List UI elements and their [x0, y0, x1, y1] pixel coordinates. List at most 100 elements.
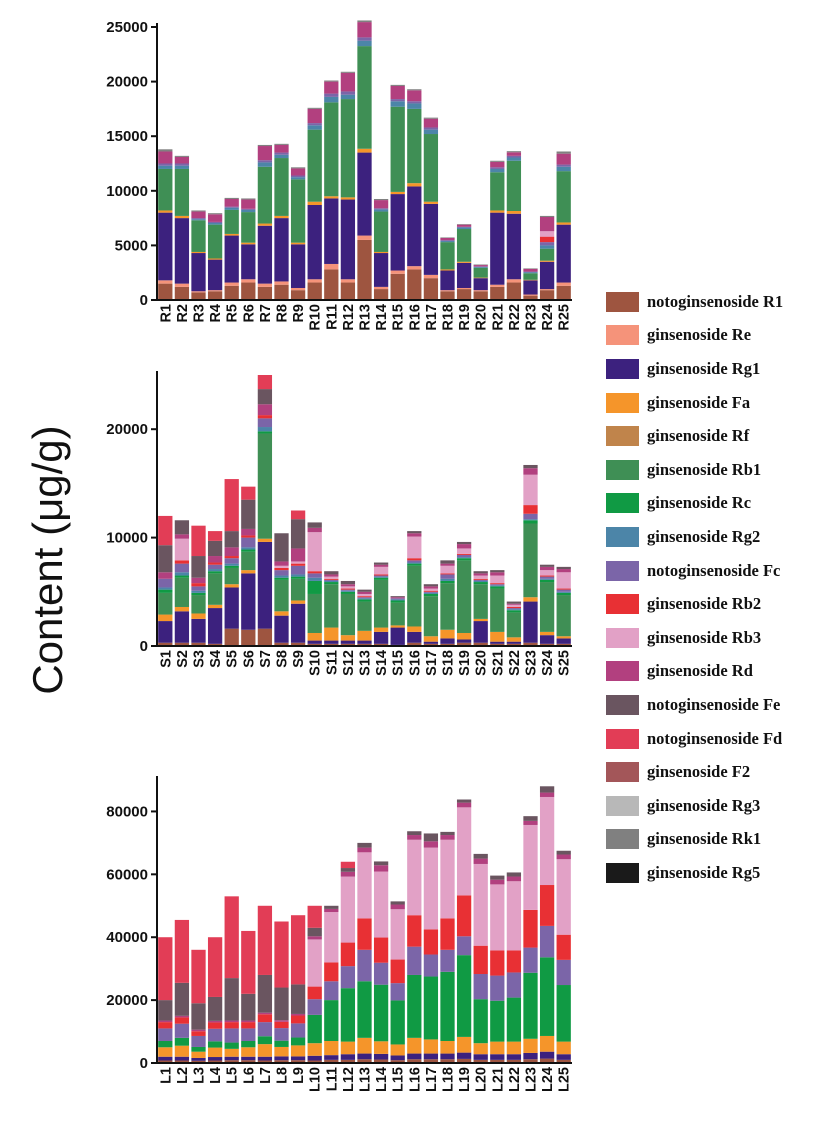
bar-segment	[224, 235, 239, 283]
bar-segment	[340, 1041, 356, 1055]
legend-item: ginsenoside Re	[606, 319, 829, 353]
y-tick-label: 0	[140, 292, 148, 309]
bar-segment	[473, 584, 488, 619]
bar-segment	[440, 949, 455, 972]
bar-segment	[158, 1040, 173, 1048]
bar-segment	[440, 629, 455, 639]
bar-segment	[307, 527, 322, 533]
bar-segment	[257, 415, 273, 419]
bar-segment	[158, 578, 173, 588]
bar-segment	[307, 936, 322, 940]
bar-segment	[556, 595, 571, 637]
bar-segment	[257, 166, 273, 224]
bar-segment	[373, 631, 389, 644]
bar-segment	[158, 592, 173, 615]
bar-segment	[539, 643, 555, 646]
x-tick-label: S15	[391, 650, 407, 676]
bar-segment	[224, 285, 239, 300]
bar-segment	[357, 598, 372, 600]
bar-segment	[440, 241, 455, 243]
bar-segment	[257, 223, 273, 226]
bar-segment	[407, 186, 422, 267]
bar-segment	[324, 981, 339, 1001]
bar-segment	[357, 20, 372, 23]
bar-segment	[456, 557, 472, 559]
bar-segment	[191, 525, 206, 557]
bar-segment	[473, 1054, 488, 1060]
legend-label: ginsenoside Rb3	[647, 627, 762, 647]
bar-segment	[307, 1043, 322, 1056]
bar-segment	[207, 562, 223, 565]
x-tick-label: R5	[225, 304, 241, 323]
bar-segment	[241, 282, 256, 300]
bar-segment	[174, 1023, 190, 1038]
bar-segment	[423, 593, 439, 597]
bar-segment	[407, 835, 422, 840]
bar-segment	[456, 560, 472, 633]
bar-segment	[307, 532, 322, 572]
bar-segment	[390, 596, 405, 598]
bar-segment	[274, 611, 289, 616]
bar-segment	[440, 237, 455, 238]
bar-segment	[257, 905, 273, 975]
bar-segment	[207, 291, 223, 300]
bar-segment	[456, 799, 472, 803]
bar-segment	[473, 1059, 488, 1063]
chart-l: L1 L2 L3 L4 L5 L6 L7 L8 L9 L10 L11 L12 L13 L14 L15 L16 L…	[106, 776, 573, 1092]
legend-label: ginsenoside Rd	[647, 661, 753, 681]
bar-segment	[357, 239, 372, 300]
bar-segment	[473, 573, 488, 576]
bar-segment	[207, 1041, 223, 1048]
bar-segment	[207, 1028, 223, 1042]
bar-segment	[456, 642, 472, 646]
bar-segment	[191, 949, 206, 1004]
bar-segment	[523, 816, 538, 821]
bar-segment	[307, 108, 322, 124]
bar-segment	[423, 203, 439, 275]
bar-segment	[241, 1047, 256, 1057]
bar-segment	[373, 865, 389, 872]
bar-segment	[506, 155, 522, 158]
x-tick-label: R13	[358, 304, 374, 331]
bar-segment	[539, 631, 555, 636]
bar-segment	[539, 635, 555, 644]
bar-segment	[207, 540, 223, 557]
bar-segment	[324, 1055, 339, 1060]
bar-segment	[290, 603, 306, 643]
bar-segment	[340, 966, 356, 989]
bar-segment	[473, 277, 488, 279]
bar-segment	[423, 976, 439, 1040]
bar-segment	[324, 102, 339, 197]
bar-segment	[324, 93, 339, 97]
bar-segment	[556, 282, 571, 286]
bar-segment	[390, 106, 405, 192]
bar-segment	[340, 589, 356, 591]
bar-segment	[290, 548, 306, 562]
bar-segment	[257, 404, 273, 416]
bar-segment	[158, 589, 173, 593]
bar-segment	[539, 231, 555, 237]
bar-segment	[473, 290, 488, 292]
bar-segment	[506, 282, 522, 300]
bar-segment	[174, 919, 190, 983]
bar-segment	[390, 194, 405, 271]
bar-segment	[490, 588, 505, 632]
bar-segment	[373, 579, 389, 628]
bar-segment	[340, 588, 356, 590]
bar-segment	[158, 545, 173, 573]
bar-segment	[224, 1060, 239, 1063]
x-tick-label: S9	[291, 650, 307, 668]
legend-label: ginsenoside Rc	[647, 493, 752, 513]
y-tick-label: 20000	[106, 992, 148, 1009]
bar-segment	[490, 643, 505, 646]
bar-segment	[274, 281, 289, 285]
legend-item: notoginsenoside Fd	[606, 722, 829, 756]
bar-segment	[523, 1038, 538, 1053]
bar-segment	[174, 538, 190, 561]
bar-segment	[224, 1022, 239, 1029]
bar-segment	[357, 591, 372, 594]
bar-segment	[290, 510, 306, 520]
bar-segment	[257, 283, 273, 287]
bar-segment	[224, 207, 239, 210]
